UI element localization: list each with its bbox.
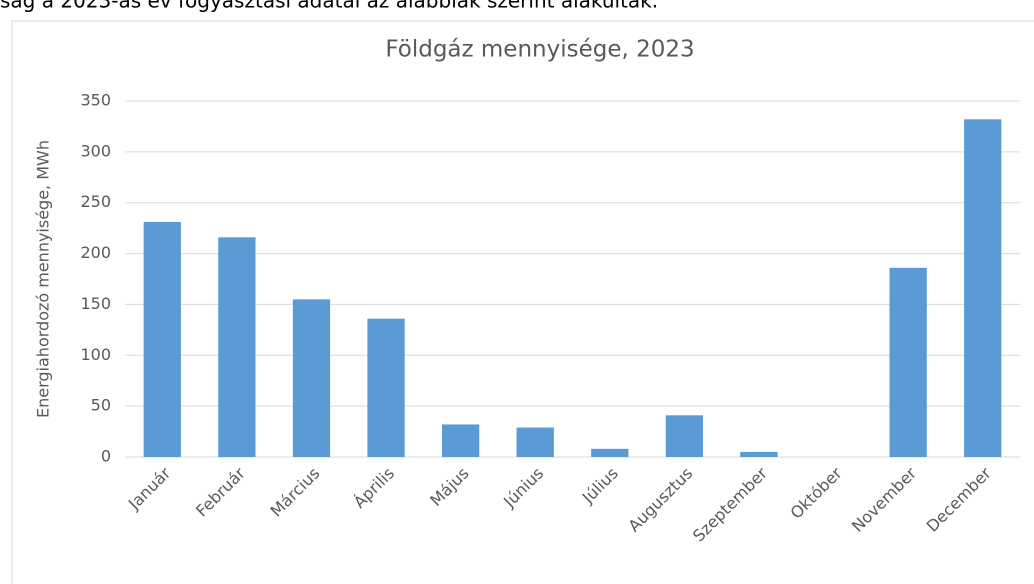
intro-text: ság a 2023-as év fogyasztási adatai az a…	[0, 0, 658, 13]
bar	[516, 427, 554, 457]
y-tick-label: 250	[80, 192, 111, 211]
bar	[889, 267, 927, 457]
y-tick-label: 350	[80, 91, 111, 110]
bar	[292, 299, 331, 457]
y-tick-label: 200	[80, 243, 111, 262]
y-tick-label: 150	[80, 294, 111, 313]
chart-title: Földgáz mennyisége, 2023	[385, 37, 694, 63]
y-tick-label: 100	[80, 345, 111, 364]
bar	[441, 424, 480, 457]
y-axis-label: Energiahordozó mennyisége, MWh	[34, 140, 53, 418]
bar	[591, 448, 629, 457]
y-tick-label: 0	[101, 447, 111, 466]
chart-frame	[11, 20, 1034, 584]
y-tick-label: 300	[80, 141, 111, 160]
bar	[143, 222, 181, 457]
bar	[218, 237, 256, 457]
bar	[367, 318, 405, 457]
y-tick-label: 50	[91, 396, 111, 415]
bar	[665, 415, 704, 457]
bar	[964, 119, 1002, 458]
bar	[740, 451, 778, 457]
